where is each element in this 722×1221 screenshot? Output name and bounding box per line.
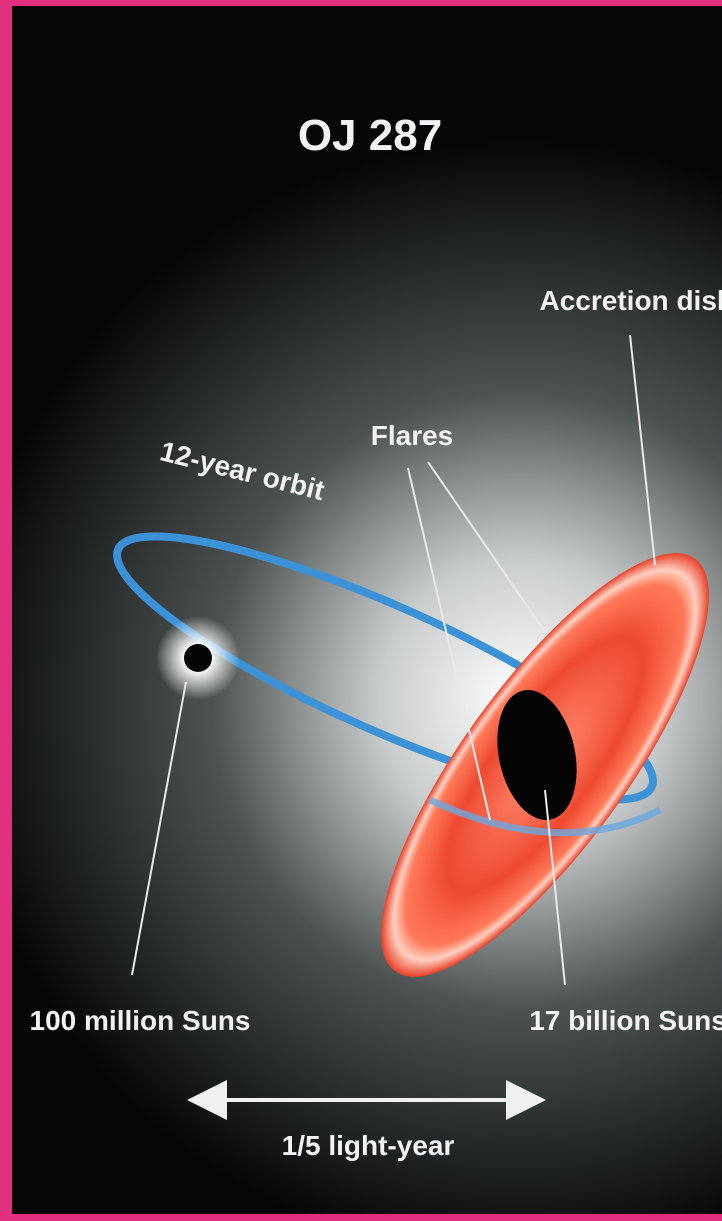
label: Flares [371, 420, 454, 451]
title: OJ 287 [298, 111, 442, 160]
label: 17 billion Suns [529, 1005, 722, 1036]
label: 1/5 light-year [282, 1130, 455, 1161]
diagram: OJ 287 Accretion disk Flares 12-year orb… [0, 0, 722, 1221]
small-black-hole [184, 644, 212, 672]
label: 100 million Suns [30, 1005, 251, 1036]
page: OJ 287 Accretion disk Flares 12-year orb… [0, 0, 722, 1221]
label: Accretion disk [540, 285, 722, 316]
